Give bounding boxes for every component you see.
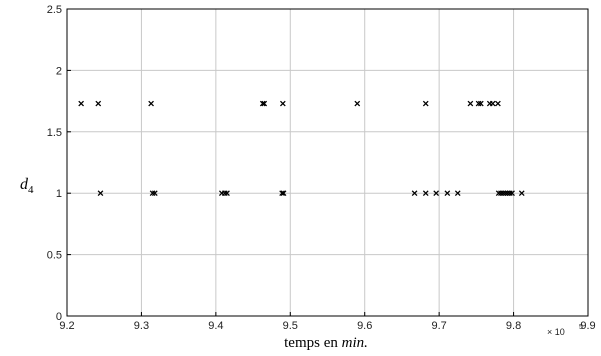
plot-area bbox=[66, 8, 589, 317]
data-point bbox=[489, 100, 496, 107]
data-point bbox=[433, 190, 440, 197]
y-axis: 0 0.5 1 1.5 2 2.5 bbox=[47, 4, 71, 323]
data-point bbox=[518, 190, 525, 197]
data-point bbox=[261, 100, 268, 107]
data-point bbox=[502, 190, 509, 197]
data-point bbox=[495, 100, 501, 107]
data-point bbox=[280, 190, 287, 197]
y-tick-label: 2.5 bbox=[47, 4, 62, 16]
data-point bbox=[500, 190, 507, 197]
data-point bbox=[506, 190, 513, 197]
x-tick-label: 9.4 bbox=[208, 320, 223, 332]
data-point bbox=[509, 190, 515, 197]
data-point bbox=[504, 190, 511, 197]
data-point bbox=[498, 190, 504, 197]
x-tick-label: 9.6 bbox=[357, 320, 372, 332]
x-axis-label-prefix: temps en bbox=[284, 335, 342, 351]
data-point bbox=[148, 100, 154, 107]
data-point bbox=[97, 190, 104, 197]
y-tick-label: 2 bbox=[56, 65, 62, 77]
data-point bbox=[279, 190, 285, 197]
data-point bbox=[78, 100, 85, 107]
data-points bbox=[78, 100, 525, 197]
data-point bbox=[221, 190, 228, 197]
y-axis-label: d4 bbox=[20, 176, 34, 196]
grid bbox=[66, 8, 589, 317]
x-axis: 9.2 9.3 9.4 9.5 9.6 9.7 9.8 9.9 bbox=[59, 312, 596, 332]
data-point bbox=[495, 190, 502, 197]
x-tick-label: 9.3 bbox=[134, 320, 149, 332]
data-point bbox=[279, 100, 286, 107]
x-tick-label: 9.7 bbox=[431, 320, 446, 332]
y-axis-label-sub: 4 bbox=[28, 184, 34, 196]
data-point bbox=[354, 100, 361, 107]
data-point bbox=[422, 100, 429, 107]
data-point bbox=[444, 190, 451, 197]
x-tick-label: 9.5 bbox=[283, 320, 298, 332]
data-point bbox=[151, 190, 158, 197]
x-tick-label: 9.2 bbox=[59, 320, 74, 332]
data-point bbox=[477, 100, 484, 107]
y-tick-label: 0 bbox=[56, 311, 62, 323]
y-axis-label-main: d bbox=[20, 176, 29, 193]
x-tick-label: 9.9 bbox=[580, 320, 595, 332]
y-tick-label: 1.5 bbox=[47, 127, 62, 139]
data-point bbox=[95, 100, 102, 107]
data-point bbox=[422, 190, 429, 197]
data-point bbox=[411, 190, 418, 197]
data-point bbox=[454, 190, 461, 197]
x-tick-label: 9.8 bbox=[506, 320, 521, 332]
x-axis-label: temps en min. bbox=[284, 335, 368, 351]
data-point bbox=[259, 100, 266, 107]
x-multiplier: × 10 bbox=[547, 327, 565, 337]
y-tick-label: 0.5 bbox=[47, 250, 62, 262]
x-exponent: 5 bbox=[579, 324, 583, 331]
data-point bbox=[149, 190, 156, 197]
data-point bbox=[467, 100, 474, 107]
data-point bbox=[475, 100, 482, 107]
data-point bbox=[224, 190, 230, 197]
y-tick-label: 1 bbox=[56, 188, 62, 200]
x-axis-label-italic: min. bbox=[342, 335, 368, 351]
